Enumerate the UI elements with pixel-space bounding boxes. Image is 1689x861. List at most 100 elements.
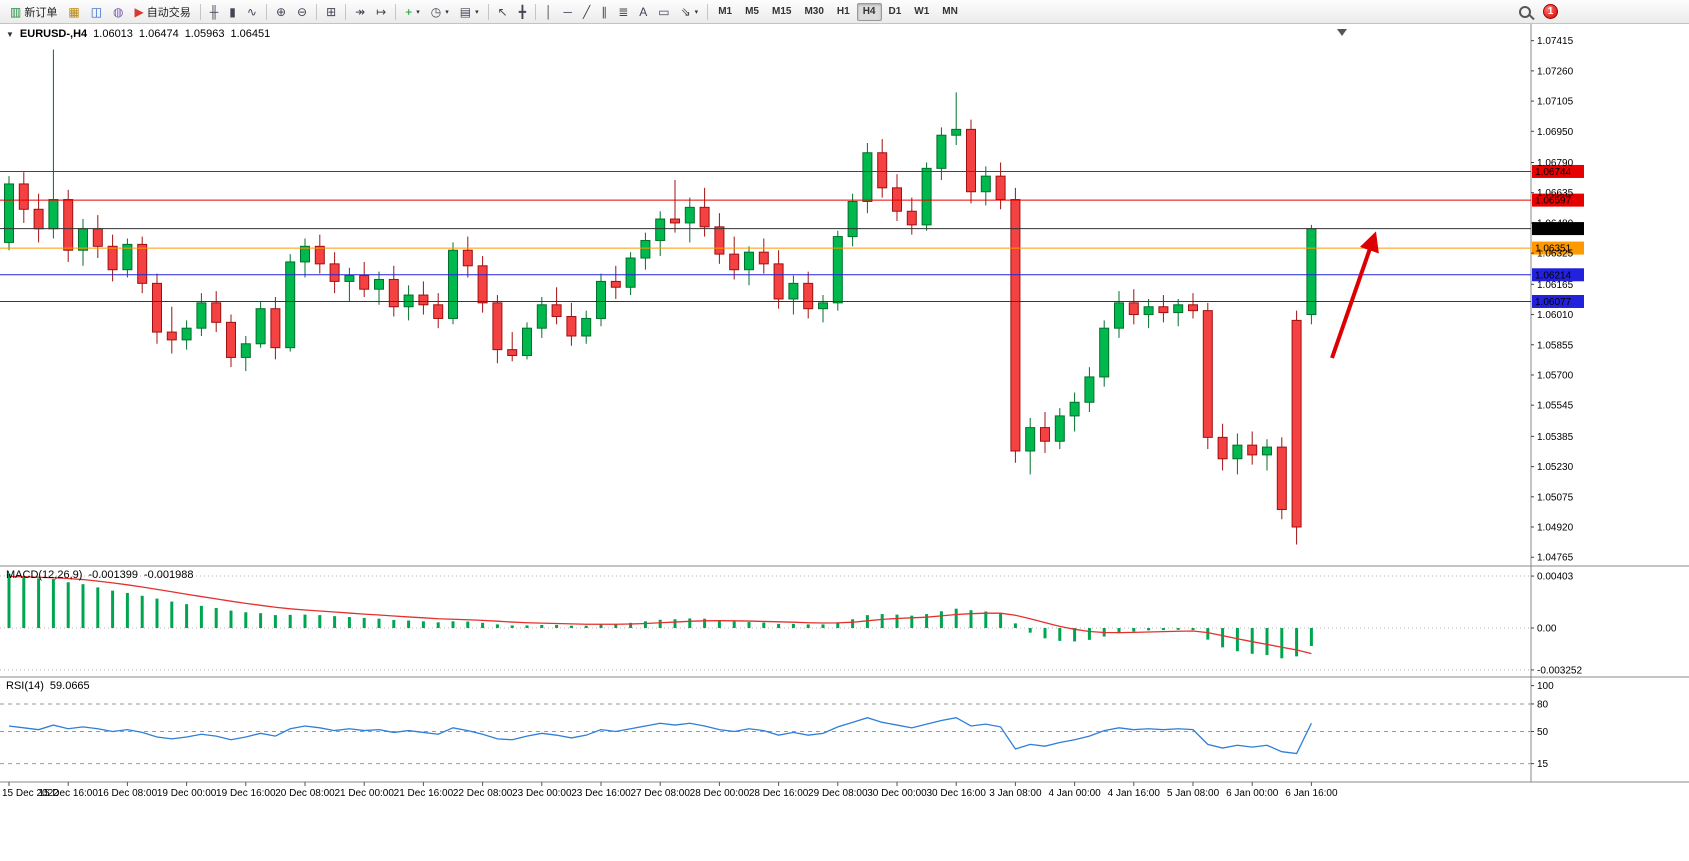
tf-mn[interactable]: MN — [936, 3, 964, 21]
candle-body — [33, 208, 44, 230]
crosshair-button-icon: ╋ — [518, 4, 526, 19]
price-axis-label: 1.06790 — [1537, 158, 1574, 169]
indicators-button[interactable]: + ▾ — [400, 2, 425, 22]
candle-body — [1128, 302, 1139, 316]
candle-body — [832, 236, 843, 304]
one-click-trading-arrow[interactable]: ▼ — [6, 29, 14, 39]
time-axis-label: 23 Dec 16:00 — [571, 788, 631, 799]
notification-badge[interactable]: 1 — [1543, 4, 1558, 19]
new-chart-button[interactable]: ▦ — [63, 2, 84, 22]
candle-body — [166, 331, 177, 341]
zoom-out-button[interactable]: ⊖ — [292, 2, 312, 22]
candle-body — [862, 152, 873, 202]
auto-scroll-button[interactable]: ↠ — [350, 2, 370, 22]
tile-windows-button[interactable]: ⊞ — [321, 2, 341, 22]
hline-price-tag[interactable] — [1532, 294, 1584, 308]
periods-button-dropdown-icon[interactable]: ▾ — [445, 8, 449, 16]
toolbar-separator — [534, 3, 536, 20]
candle-body — [1025, 427, 1036, 452]
candle-body — [78, 228, 88, 251]
search-icon[interactable] — [1519, 5, 1531, 18]
fibonacci-button[interactable]: ≣ — [613, 2, 633, 22]
periods-button[interactable]: ◷ ▾ — [426, 2, 454, 22]
price-axis-label: 1.06635 — [1537, 188, 1574, 199]
time-axis-label: 21 Dec 16:00 — [394, 788, 454, 799]
candle-body — [773, 263, 784, 300]
candle-body — [63, 199, 74, 251]
horizontal-line-button[interactable]: ─ — [558, 2, 577, 22]
time-axis-label: 6 Jan 00:00 — [1226, 788, 1279, 799]
candle-body — [951, 128, 962, 136]
chart-canvas[interactable]: 1.06744 1.06597 1.06351 1.06214 1.06077 1.074… — [0, 24, 1689, 861]
time-axis-label: 6 Jan 16:00 — [1285, 788, 1338, 799]
candle-body — [1158, 306, 1169, 314]
hline-price-tag[interactable] — [1532, 268, 1584, 282]
new-order-button[interactable]: ▥ 新订单 — [5, 2, 62, 22]
tf-m5[interactable]: M5 — [739, 3, 765, 21]
tf-h1[interactable]: H1 — [831, 3, 856, 21]
candle-body — [152, 282, 162, 333]
hline-price-tag[interactable] — [1532, 193, 1584, 207]
hline-price-tag[interactable] — [1532, 164, 1584, 178]
horizontal-lines — [0, 170, 1531, 302]
arrow-tools-button[interactable]: ⇘ ▾ — [676, 2, 704, 22]
candle-body — [818, 302, 828, 310]
tf-m5-label: M5 — [745, 6, 759, 17]
line-chart-button[interactable]: ∿ — [242, 2, 262, 22]
profiles-button[interactable]: ◫ — [86, 2, 107, 22]
candlestick-button-icon: ▮ — [229, 4, 236, 19]
candle-body — [699, 206, 710, 228]
templates-button[interactable]: ▤ ▾ — [455, 2, 484, 22]
text-label-button[interactable]: ▭ — [653, 2, 674, 22]
ohlc-bars-button[interactable]: ╫ — [205, 2, 224, 22]
arrow-tools-button-dropdown-icon[interactable]: ▾ — [694, 8, 699, 16]
price-axis[interactable]: 1.06744 1.06597 1.06351 1.06214 1.06077 1.074… — [1531, 36, 1584, 770]
time-axis-label: 28 Dec 16:00 — [749, 788, 809, 799]
candle-body — [255, 308, 266, 345]
pane-separators — [0, 24, 1689, 783]
hline-price-tag[interactable] — [1532, 241, 1584, 255]
channel-button[interactable]: ∥ — [596, 2, 612, 22]
candle-body — [1099, 327, 1110, 378]
time-axis-label: 30 Dec 16:00 — [926, 788, 986, 799]
time-axis-label: 4 Jan 16:00 — [1108, 788, 1161, 799]
rsi-axis-label: 50 — [1537, 727, 1549, 738]
svg-text:1.06597: 1.06597 — [1535, 196, 1572, 207]
chart-shift-button[interactable]: ↦ — [371, 2, 391, 22]
crosshair-button[interactable]: ╋ — [514, 2, 531, 22]
toolbar-separator — [199, 3, 201, 20]
candle-body — [714, 226, 725, 255]
candle-body — [314, 245, 325, 265]
text-button[interactable]: A — [634, 2, 652, 22]
trendline-button[interactable]: ╱ — [578, 2, 595, 22]
tf-m30[interactable]: M30 — [798, 3, 829, 21]
data-window-button[interactable]: ◍ — [108, 2, 128, 22]
tf-h4[interactable]: H4 — [856, 2, 882, 21]
candle-body — [1276, 446, 1287, 510]
tf-w1[interactable]: W1 — [908, 3, 935, 21]
tf-m15[interactable]: M15 — [766, 3, 797, 21]
candle-body — [1291, 319, 1302, 528]
time-axis-label: 5 Jan 08:00 — [1167, 788, 1220, 799]
autotrading-button[interactable]: ▶ 自动交易 — [130, 2, 196, 22]
templates-button-dropdown-icon[interactable]: ▾ — [475, 8, 479, 16]
rsi-axis-label: 15 — [1537, 759, 1549, 770]
vertical-line-button-icon: │ — [544, 4, 553, 19]
candlestick-button[interactable]: ▮ — [224, 2, 241, 22]
vertical-line-button[interactable]: │ — [540, 2, 558, 22]
price-axis-label: 1.05385 — [1537, 432, 1574, 443]
indicators-button-dropdown-icon[interactable]: ▾ — [416, 8, 420, 16]
tf-m1-label: M1 — [718, 6, 733, 17]
up-trend-arrow[interactable] — [1330, 231, 1379, 359]
chart-shift-marker[interactable] — [1337, 29, 1347, 36]
toolbar-separator — [707, 3, 709, 20]
tf-m1[interactable]: M1 — [712, 3, 738, 21]
candle-body — [1069, 401, 1080, 417]
cursor-button[interactable]: ↖ — [493, 2, 513, 22]
zoom-in-button[interactable]: ⊕ — [271, 2, 291, 22]
chart-shift-button-icon: ↦ — [376, 4, 387, 19]
tf-d1[interactable]: D1 — [883, 3, 908, 21]
time-axis-label: 15 Dec 16:00 — [38, 788, 98, 799]
profiles-button-icon: ◫ — [90, 4, 103, 19]
